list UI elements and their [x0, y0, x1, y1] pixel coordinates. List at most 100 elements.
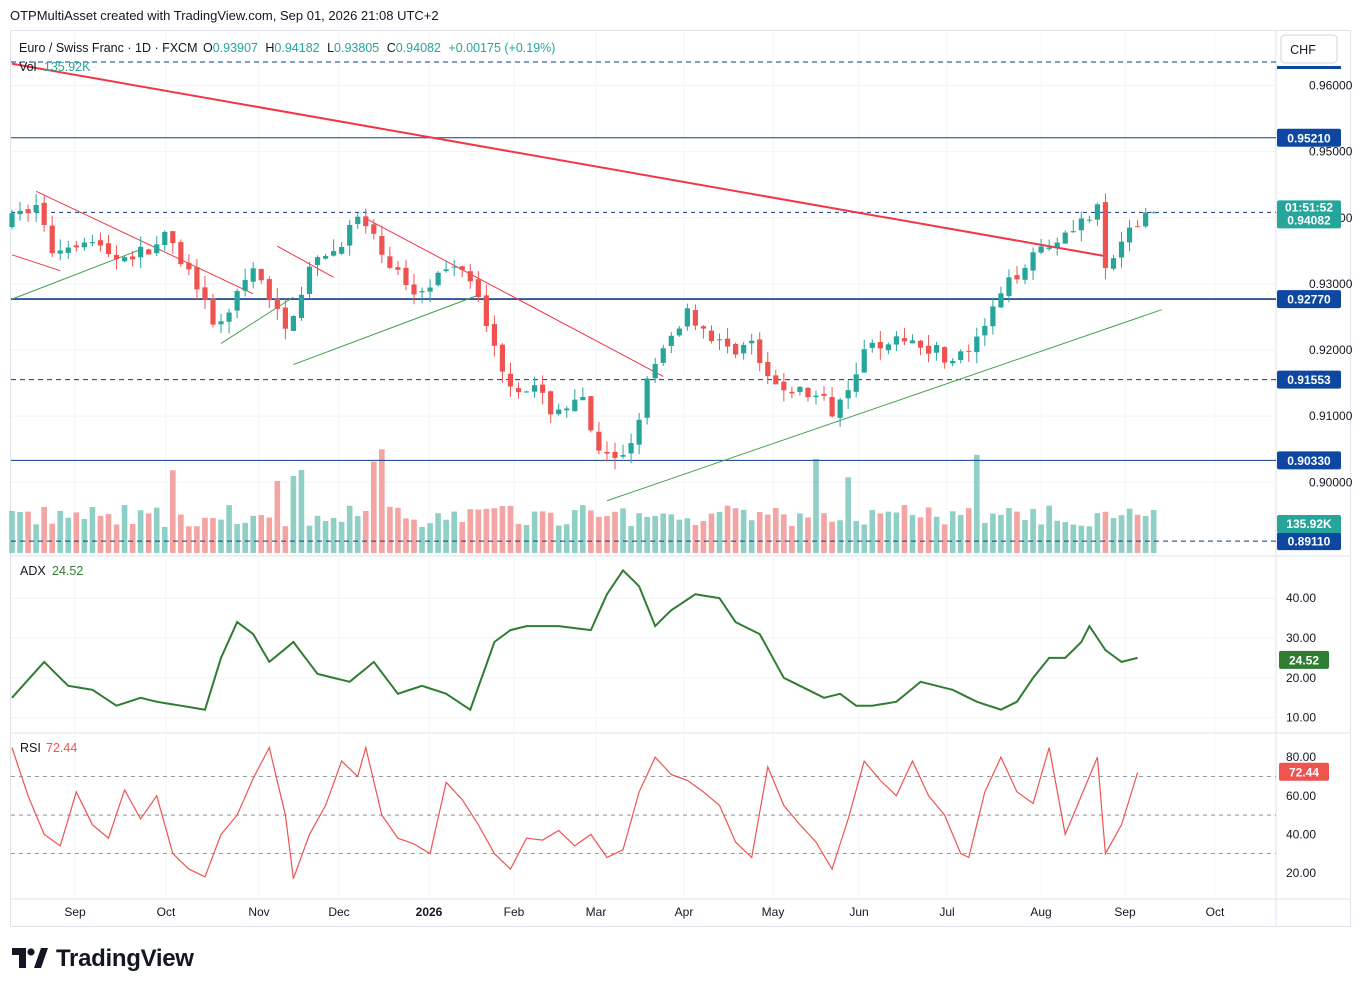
- candle-body: [483, 295, 489, 327]
- volume-bar: [692, 524, 699, 553]
- volume-bar: [1134, 514, 1141, 553]
- candle-body: [274, 298, 280, 309]
- volume-bar: [242, 522, 248, 553]
- volume-bar: [797, 513, 803, 553]
- volume-bar: [1022, 520, 1028, 553]
- volume-badge: [1277, 515, 1341, 533]
- candle-body: [339, 247, 345, 254]
- volume-bar: [893, 512, 900, 553]
- rsi-line: [11, 745, 1139, 879]
- candle-body: [17, 210, 23, 215]
- volume-bar: [419, 526, 425, 553]
- candle-body: [154, 244, 160, 254]
- volume-bar: [49, 523, 55, 553]
- candle-body: [475, 279, 481, 298]
- volume-bar: [25, 511, 31, 553]
- rsi-tick-label: 80.00: [1286, 750, 1316, 764]
- volume-bar: [965, 508, 972, 553]
- time-tick-label: Oct: [157, 905, 176, 919]
- volume-bar: [596, 516, 602, 553]
- candle-body: [909, 340, 916, 344]
- candle-body: [741, 344, 747, 354]
- candle-body: [73, 245, 79, 248]
- candle-body: [202, 287, 208, 300]
- volume-bar: [676, 519, 683, 553]
- volume-bar: [1070, 524, 1077, 553]
- volume-bar: [1118, 515, 1125, 553]
- volume-bar: [346, 505, 353, 553]
- candle-body: [885, 344, 891, 351]
- time-tick-label: Aug: [1030, 905, 1051, 919]
- candle-body: [540, 384, 546, 393]
- candle-body: [877, 342, 883, 349]
- trendline: [277, 245, 334, 278]
- volume-legend: Vol 135.92K: [19, 60, 91, 74]
- candle-body: [435, 272, 441, 286]
- candle-body: [282, 307, 288, 329]
- candle-body: [355, 216, 361, 225]
- volume-bar: [234, 524, 240, 553]
- volume-bars: [9, 449, 1157, 553]
- volume-bar: [1126, 508, 1133, 553]
- candle-body: [331, 251, 337, 256]
- volume-bar: [282, 526, 289, 553]
- candle-body: [998, 293, 1004, 308]
- symbol-title: Euro / Swiss Franc · 1D · FXCM: [19, 41, 198, 55]
- trendline: [35, 190, 254, 295]
- volume-bar: [869, 510, 876, 553]
- volume-bar: [314, 515, 321, 553]
- candle-body: [105, 243, 112, 254]
- volume-bar: [821, 513, 827, 553]
- volume-bar: [250, 515, 256, 553]
- trendline: [11, 254, 61, 272]
- volume-bar: [89, 507, 96, 553]
- volume-bar: [716, 511, 723, 553]
- candle-body: [660, 348, 666, 363]
- level-badge-label: 0.90330: [1287, 454, 1331, 468]
- candle-body: [507, 373, 514, 387]
- volume-bar: [354, 516, 361, 553]
- volume-bar: [33, 524, 39, 553]
- candle-body: [1046, 247, 1052, 249]
- trendline: [11, 249, 141, 300]
- trendline: [293, 294, 479, 366]
- candle-body: [57, 250, 63, 254]
- candle-body: [692, 310, 698, 326]
- price-tick-label: 0.95000: [1309, 145, 1353, 159]
- volume-bar: [1150, 510, 1157, 553]
- volume-bar: [531, 511, 538, 553]
- candle-body: [620, 455, 626, 457]
- volume-bar: [813, 458, 819, 553]
- volume-bar: [1062, 522, 1069, 553]
- volume-bar: [636, 513, 642, 553]
- volume-bar: [362, 510, 369, 553]
- price-tick-label: 0.91000: [1309, 409, 1353, 423]
- candle-body: [403, 267, 409, 286]
- volume-bar: [330, 517, 337, 553]
- candle-body: [1135, 226, 1141, 228]
- candle-body: [966, 350, 972, 352]
- candle-body: [532, 385, 538, 392]
- level-badge: [1277, 532, 1341, 551]
- tradingview-logo[interactable]: TradingView: [12, 945, 194, 973]
- candle-body: [684, 308, 690, 327]
- price-tick-label: 0.92000: [1309, 343, 1353, 357]
- candle-body: [210, 298, 216, 325]
- volume-bar: [539, 511, 546, 553]
- currency-button[interactable]: [1280, 34, 1338, 64]
- volume-bar: [290, 476, 297, 553]
- rsi-label: RSI: [20, 741, 41, 755]
- candle-body: [371, 224, 377, 234]
- trendline: [606, 309, 1162, 502]
- candle-body: [1006, 277, 1012, 296]
- volume-bar: [563, 524, 570, 553]
- volume-bar: [507, 505, 514, 553]
- candle-body: [322, 255, 329, 259]
- candle-body: [1078, 218, 1084, 231]
- candle-body: [250, 268, 256, 282]
- level-badge: [1277, 451, 1341, 470]
- candle-body: [347, 224, 353, 246]
- candle-body: [934, 345, 940, 353]
- volume-bar: [604, 516, 610, 553]
